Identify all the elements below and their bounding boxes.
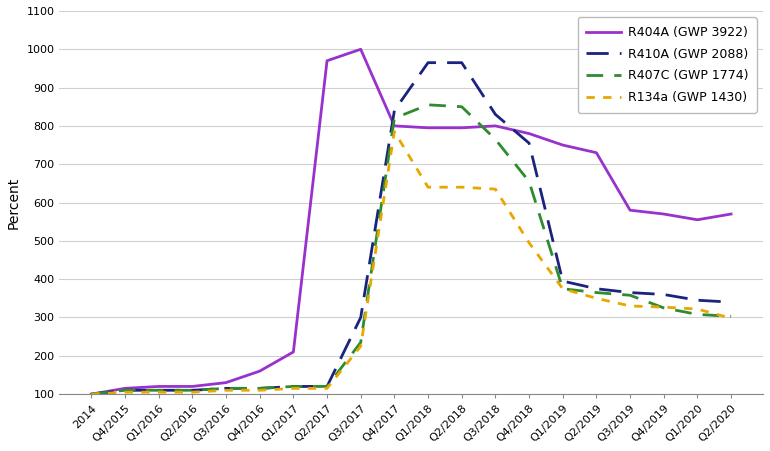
R410A (GWP 2088) [120, 387, 129, 393]
R404A (GWP 3922) [424, 125, 433, 130]
R404A (GWP 3922) [120, 386, 129, 391]
R134a (GWP 1430) [693, 306, 702, 312]
R134a (GWP 1430) [592, 295, 601, 301]
R407C (GWP 1774) [592, 290, 601, 295]
R407C (GWP 1774) [726, 313, 735, 319]
R404A (GWP 3922) [457, 125, 467, 130]
R407C (GWP 1774) [356, 340, 365, 345]
R134a (GWP 1430) [625, 303, 634, 308]
R410A (GWP 2088) [726, 299, 735, 305]
R134a (GWP 1430) [659, 304, 668, 310]
R134a (GWP 1430) [356, 344, 365, 349]
R134a (GWP 1430) [188, 390, 197, 395]
R134a (GWP 1430) [490, 186, 500, 192]
R134a (GWP 1430) [120, 390, 129, 395]
R410A (GWP 2088) [289, 384, 298, 389]
R407C (GWP 1774) [693, 312, 702, 317]
R407C (GWP 1774) [625, 293, 634, 298]
R410A (GWP 2088) [255, 386, 264, 391]
Line: R404A (GWP 3922): R404A (GWP 3922) [92, 49, 731, 394]
R407C (GWP 1774) [323, 384, 332, 389]
R134a (GWP 1430) [558, 286, 567, 291]
R410A (GWP 2088) [457, 60, 467, 65]
R410A (GWP 2088) [154, 387, 163, 393]
R404A (GWP 3922) [255, 368, 264, 374]
R404A (GWP 3922) [726, 212, 735, 217]
R404A (GWP 3922) [188, 384, 197, 389]
R407C (GWP 1774) [390, 115, 399, 121]
R134a (GWP 1430) [323, 386, 332, 391]
R404A (GWP 3922) [154, 384, 163, 389]
R134a (GWP 1430) [457, 184, 467, 190]
R407C (GWP 1774) [188, 387, 197, 393]
R410A (GWP 2088) [592, 286, 601, 291]
R407C (GWP 1774) [558, 286, 567, 291]
R410A (GWP 2088) [625, 290, 634, 295]
R410A (GWP 2088) [424, 60, 433, 65]
R407C (GWP 1774) [255, 386, 264, 391]
R134a (GWP 1430) [390, 129, 399, 134]
R407C (GWP 1774) [490, 137, 500, 142]
R134a (GWP 1430) [87, 391, 96, 397]
R404A (GWP 3922) [693, 217, 702, 222]
R404A (GWP 3922) [490, 123, 500, 129]
R404A (GWP 3922) [289, 349, 298, 354]
R134a (GWP 1430) [255, 387, 264, 393]
Line: R134a (GWP 1430): R134a (GWP 1430) [92, 132, 731, 394]
R410A (GWP 2088) [490, 112, 500, 117]
R134a (GWP 1430) [524, 240, 534, 245]
Legend: R404A (GWP 3922), R410A (GWP 2088), R407C (GWP 1774), R134a (GWP 1430): R404A (GWP 3922), R410A (GWP 2088), R407… [578, 17, 757, 113]
R134a (GWP 1430) [726, 316, 735, 321]
R404A (GWP 3922) [87, 391, 96, 397]
R404A (GWP 3922) [222, 380, 231, 385]
R407C (GWP 1774) [222, 386, 231, 391]
R407C (GWP 1774) [424, 102, 433, 107]
R404A (GWP 3922) [625, 207, 634, 213]
R410A (GWP 2088) [87, 391, 96, 397]
R404A (GWP 3922) [592, 150, 601, 156]
R134a (GWP 1430) [154, 390, 163, 395]
R410A (GWP 2088) [390, 108, 399, 113]
R404A (GWP 3922) [659, 212, 668, 217]
R410A (GWP 2088) [323, 384, 332, 389]
R407C (GWP 1774) [659, 305, 668, 311]
R404A (GWP 3922) [390, 123, 399, 129]
Line: R410A (GWP 2088): R410A (GWP 2088) [92, 63, 731, 394]
R407C (GWP 1774) [120, 387, 129, 393]
R410A (GWP 2088) [659, 292, 668, 297]
R410A (GWP 2088) [693, 298, 702, 303]
R407C (GWP 1774) [289, 384, 298, 389]
R410A (GWP 2088) [524, 140, 534, 146]
R410A (GWP 2088) [356, 315, 365, 320]
R410A (GWP 2088) [188, 387, 197, 393]
R134a (GWP 1430) [424, 184, 433, 190]
R404A (GWP 3922) [356, 46, 365, 52]
R404A (GWP 3922) [558, 143, 567, 148]
R407C (GWP 1774) [457, 104, 467, 110]
R407C (GWP 1774) [87, 391, 96, 397]
R134a (GWP 1430) [222, 387, 231, 393]
Y-axis label: Percent: Percent [7, 176, 21, 229]
R410A (GWP 2088) [222, 386, 231, 391]
R134a (GWP 1430) [289, 386, 298, 391]
R407C (GWP 1774) [154, 387, 163, 393]
R407C (GWP 1774) [524, 179, 534, 184]
R404A (GWP 3922) [323, 58, 332, 64]
Line: R407C (GWP 1774): R407C (GWP 1774) [92, 105, 731, 394]
R404A (GWP 3922) [524, 131, 534, 136]
R410A (GWP 2088) [558, 278, 567, 284]
